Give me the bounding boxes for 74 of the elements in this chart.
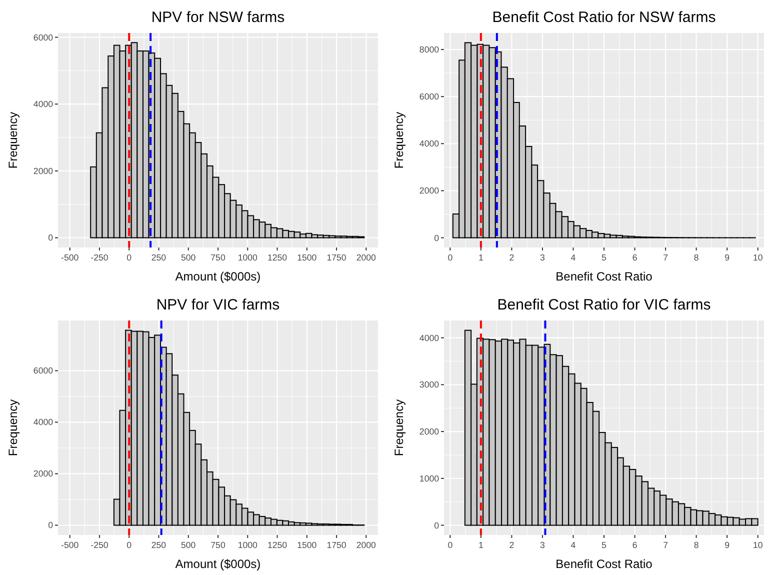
x-tick-label: 9 bbox=[724, 540, 730, 550]
x-tick-label: 2000 bbox=[356, 252, 376, 262]
x-tick-label: 2000 bbox=[356, 540, 376, 550]
x-tick-label: 5 bbox=[602, 252, 607, 262]
y-tick-label: 4000 bbox=[33, 417, 54, 428]
y-tick-label: 6000 bbox=[33, 32, 54, 42]
x-tick-label: 5 bbox=[602, 540, 607, 550]
x-tick-label: 4 bbox=[570, 540, 576, 550]
x-tick-label: 1750 bbox=[326, 252, 346, 262]
x-tick-label: 1000 bbox=[238, 252, 258, 262]
x-tick-label: 1250 bbox=[267, 540, 288, 550]
x-tick-label: 250 bbox=[151, 540, 166, 550]
x-axis-title: Amount ($000s) bbox=[175, 270, 261, 284]
y-tick-label: 2000 bbox=[33, 166, 54, 176]
x-tick-label: 1 bbox=[478, 540, 484, 550]
x-tick-label: 0 bbox=[126, 540, 132, 550]
x-tick-label: 10 bbox=[752, 540, 763, 550]
chart-title: NPV for NSW farms bbox=[151, 9, 285, 26]
y-tick-label: 4000 bbox=[33, 99, 54, 110]
x-tick-label: 7 bbox=[663, 540, 668, 550]
y-tick-label: 1000 bbox=[419, 473, 440, 484]
x-tick-label: 8 bbox=[694, 252, 699, 262]
y-axis-title: Frequency bbox=[6, 399, 20, 456]
x-tick-label: 1750 bbox=[326, 540, 346, 550]
chart-title: NPV for VIC farms bbox=[156, 296, 280, 314]
y-tick-label: 2000 bbox=[419, 426, 440, 437]
x-tick-label: 0 bbox=[126, 252, 132, 262]
x-tick-label: -250 bbox=[90, 252, 108, 262]
x-axis-title: Benefit Cost Ratio bbox=[556, 557, 653, 571]
y-axis-title: Frequency bbox=[392, 399, 406, 456]
y-tick-label: 3000 bbox=[419, 380, 440, 390]
y-tick-label: 8000 bbox=[419, 44, 440, 55]
y-tick-label: 6000 bbox=[419, 92, 440, 102]
x-tick-label: 250 bbox=[151, 252, 166, 262]
x-tick-label: 9 bbox=[724, 252, 730, 262]
x-tick-label: 6 bbox=[632, 252, 638, 262]
y-tick-label: 4000 bbox=[419, 332, 440, 343]
x-tick-label: 1 bbox=[478, 252, 484, 262]
y-axis-title: Frequency bbox=[392, 112, 406, 169]
x-tick-label: 500 bbox=[181, 252, 196, 262]
y-tick-label: 0 bbox=[434, 520, 440, 530]
x-tick-label: 0 bbox=[448, 252, 453, 262]
x-tick-label: 2 bbox=[509, 540, 514, 550]
x-tick-label: 500 bbox=[181, 540, 196, 550]
chart-title: Benefit Cost Ratio for VIC farms bbox=[497, 296, 711, 314]
x-tick-label: -500 bbox=[61, 540, 79, 550]
x-tick-label: 2 bbox=[509, 252, 514, 262]
x-tick-label: 3 bbox=[540, 252, 546, 262]
x-tick-label: 1500 bbox=[297, 252, 317, 262]
x-tick-label: 1500 bbox=[297, 540, 317, 550]
x-tick-label: 750 bbox=[210, 252, 226, 262]
y-tick-label: 2000 bbox=[419, 186, 440, 196]
x-tick-label: 1250 bbox=[267, 252, 288, 262]
x-tick-label: 3 bbox=[540, 540, 546, 550]
x-tick-label: 6 bbox=[632, 540, 638, 550]
x-tick-label: -250 bbox=[90, 540, 108, 550]
y-tick-label: 6000 bbox=[33, 366, 54, 376]
x-tick-label: 750 bbox=[210, 540, 226, 550]
x-tick-label: 1000 bbox=[238, 540, 258, 550]
y-tick-label: 2000 bbox=[33, 468, 54, 479]
y-tick-label: 0 bbox=[48, 520, 54, 530]
y-tick-label: 0 bbox=[434, 232, 440, 243]
chart-title: Benefit Cost Ratio for NSW farms bbox=[492, 9, 716, 26]
x-axis-title: Benefit Cost Ratio bbox=[556, 270, 653, 284]
x-tick-label: 10 bbox=[752, 252, 763, 262]
x-tick-label: -500 bbox=[61, 252, 79, 262]
x-tick-label: 8 bbox=[694, 540, 699, 550]
x-tick-label: 4 bbox=[570, 252, 576, 262]
y-tick-label: 4000 bbox=[419, 138, 440, 149]
y-tick-label: 0 bbox=[48, 232, 54, 243]
x-tick-label: 0 bbox=[448, 540, 453, 550]
x-axis-title: Amount ($000s) bbox=[175, 557, 261, 571]
x-tick-label: 7 bbox=[663, 252, 668, 262]
y-axis-title: Frequency bbox=[6, 112, 20, 169]
